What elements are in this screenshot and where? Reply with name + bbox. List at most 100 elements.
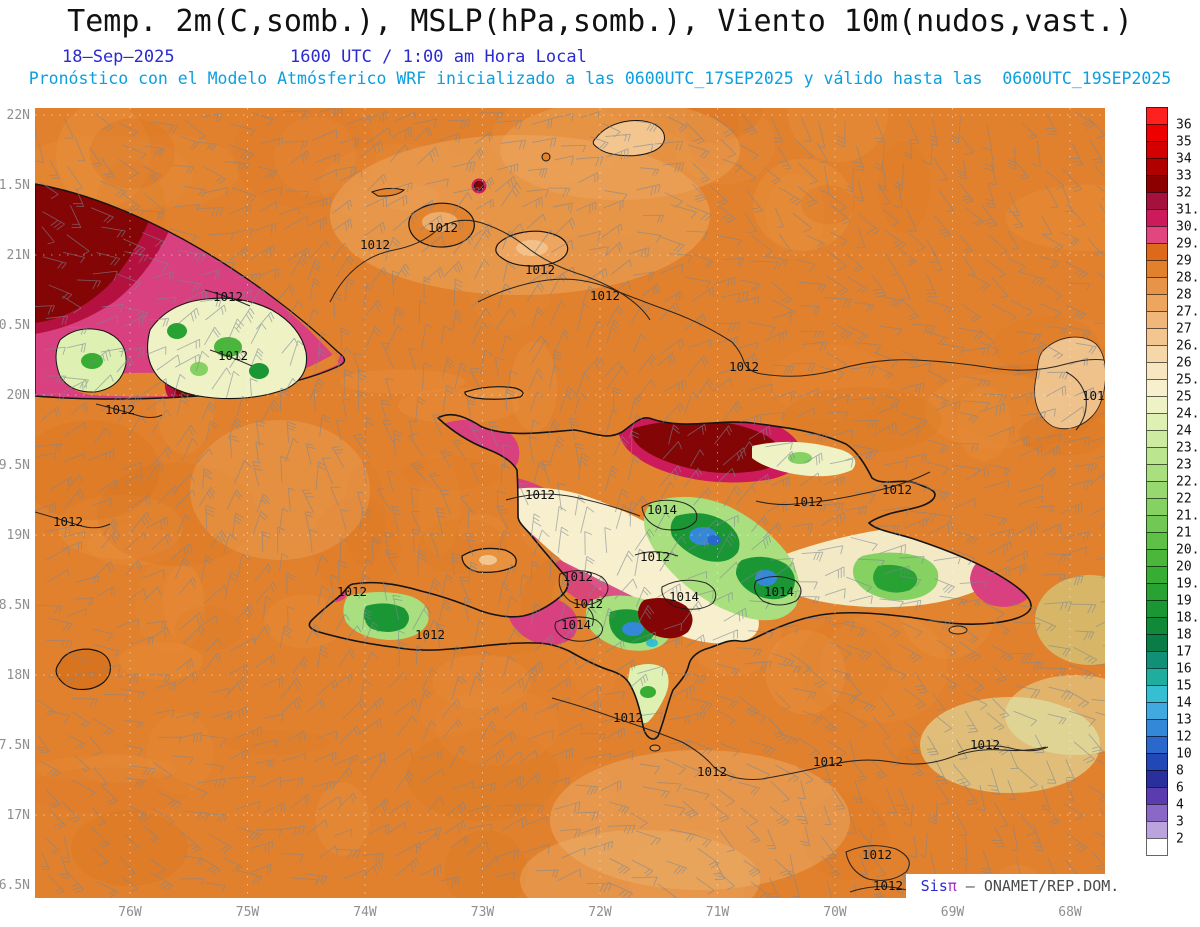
colorbar-value-label: 26.5 (1176, 338, 1200, 354)
cool-patch-inagua (147, 297, 308, 400)
y-tick-label: 8.5N (0, 598, 30, 613)
colorbar-box (1146, 600, 1168, 618)
colorbar-value-label: 32 (1176, 185, 1192, 201)
isobar-label: 1012 (729, 359, 759, 374)
colorbar-box (1146, 413, 1168, 431)
colorbar-box (1146, 498, 1168, 516)
colorbar-box (1146, 328, 1168, 346)
colorbar-value-label: 21.5 (1176, 508, 1200, 524)
isobar-label: 1012 (525, 487, 555, 502)
valid-date: 18–Sep–2025 (62, 47, 175, 67)
colorbar-value-label: 18.5 (1176, 610, 1200, 626)
y-tick-label: 7.5N (0, 738, 30, 753)
colorbar-value-label: 16 (1176, 661, 1192, 677)
colorbar-box (1146, 124, 1168, 142)
watermark-onamet: – ONAMET/REP.DOM. (956, 877, 1120, 895)
isobar-label: 1014 (561, 617, 591, 632)
x-tick-label: 74W (353, 905, 377, 920)
colorbar-value-label: 25.5 (1176, 372, 1200, 388)
isobar-label: 1012 (697, 764, 727, 779)
pressure-contour-labels: 1012 1012 1012 1012 1012 1012 1012 1012 1012 1014… (53, 220, 1112, 893)
isobar-label: 1012 (415, 627, 445, 642)
colorbar-box (1146, 141, 1168, 159)
isobar-label: 1014 (764, 584, 794, 599)
isobar-label: 1012 (613, 710, 643, 725)
colorbar-box (1146, 753, 1168, 771)
isobar-label: 1012 (640, 549, 670, 564)
colorbar-box (1146, 787, 1168, 805)
x-tick-label: 71W (706, 905, 730, 920)
isobar-label: 1012 (873, 878, 903, 893)
colorbar-value-label: 3 (1176, 814, 1184, 830)
colorbar-box (1146, 192, 1168, 210)
colorbar-value-label: 4 (1176, 797, 1184, 813)
colorbar-box (1146, 447, 1168, 465)
watermark: Sisπ – ONAMET/REP.DOM. (906, 874, 1134, 898)
colorbar-value-label: 17 (1176, 644, 1192, 660)
isobar-label: 1012 (218, 348, 248, 363)
colorbar-box (1146, 362, 1168, 380)
latitude-axis: 22N 1.5N 21N 0.5N 20N 9.5N 19N 8.5N 18N 7.5N 17N 6.… (0, 108, 30, 893)
navassa-contour (55, 648, 111, 691)
isobar-label: 1012 (53, 514, 83, 529)
y-tick-label: 9.5N (0, 458, 30, 473)
valid-time-line: 18–Sep–2025 1600 UTC / 1:00 am Hora Loca… (0, 47, 1200, 67)
colorbar-value-label: 28.5 (1176, 270, 1200, 286)
isobar-label: 1012 (573, 596, 603, 611)
colorbar-box (1146, 838, 1168, 856)
y-tick-label: 18N (7, 668, 30, 683)
colorbar-value-label: 27 (1176, 321, 1192, 337)
y-tick-label: 0.5N (0, 318, 30, 333)
colorbar-value-label: 24 (1176, 423, 1192, 439)
colorbar-value-label: 29.7 (1176, 236, 1200, 252)
colorbar-value-label: 13 (1176, 712, 1192, 728)
hispaniola-landmass (308, 413, 1032, 740)
colorbar-value-label: 19 (1176, 593, 1192, 609)
y-tick-label: 1.5N (0, 178, 30, 193)
colorbar-value-label: 2 (1176, 831, 1184, 847)
colorbar-value-label: 6 (1176, 780, 1184, 796)
x-tick-label: 70W (823, 905, 847, 920)
colorbar-box (1146, 515, 1168, 533)
colorbar-box (1146, 617, 1168, 635)
colorbar-value-label: 18 (1176, 627, 1192, 643)
colorbar-value-label: 22.5 (1176, 474, 1200, 490)
y-tick-label: 6.5N (0, 878, 30, 893)
model-info-line: Pronóstico con el Modelo Atmósferico WRF… (28, 69, 1172, 88)
colorbar-box (1146, 634, 1168, 652)
colorbar-value-label: 19.5 (1176, 576, 1200, 592)
isobar-label: 1012 (105, 402, 135, 417)
temperature-colorbar: 363534333231.530.729.72928.52827.52726.5… (1146, 107, 1200, 856)
isobar-label: 1012 (213, 289, 243, 304)
isobar-label: 1014 (1082, 388, 1112, 403)
colorbar-box (1146, 668, 1168, 686)
isobar-label: 1012 (337, 584, 367, 599)
x-tick-label: 73W (471, 905, 495, 920)
wind-barb-strokes (35, 108, 1105, 898)
isobar-label: 1012 (970, 737, 1000, 752)
colorbar-value-label: 12 (1176, 729, 1192, 745)
colorbar-box (1146, 260, 1168, 278)
y-tick-label: 21N (7, 248, 30, 263)
isobar-label: 1014 (669, 589, 699, 604)
x-tick-label: 75W (236, 905, 260, 920)
colorbar-value-label: 21 (1176, 525, 1192, 541)
colorbar-value-label: 23 (1176, 457, 1192, 473)
colorbar-box (1146, 175, 1168, 193)
longitude-axis: 76W 75W 74W 73W 72W 71W 70W 69W 68W (118, 905, 1082, 920)
colorbar-value-label: 29 (1176, 253, 1192, 269)
colorbar-box (1146, 396, 1168, 414)
colorbar-box (1146, 719, 1168, 737)
colorbar-value-label: 36 (1176, 117, 1192, 133)
colorbar-box (1146, 804, 1168, 822)
colorbar-value-label: 35 (1176, 134, 1192, 150)
colorbar-box (1146, 158, 1168, 176)
colorbar-box (1146, 702, 1168, 720)
colorbar-box (1146, 651, 1168, 669)
chart-title: Temp. 2m(C,somb.), MSLP(hPa,somb.), Vien… (67, 4, 1133, 39)
isobar-label: 1012 (590, 288, 620, 303)
colorbar-value-label: 8 (1176, 763, 1184, 779)
colorbar-box (1146, 294, 1168, 312)
